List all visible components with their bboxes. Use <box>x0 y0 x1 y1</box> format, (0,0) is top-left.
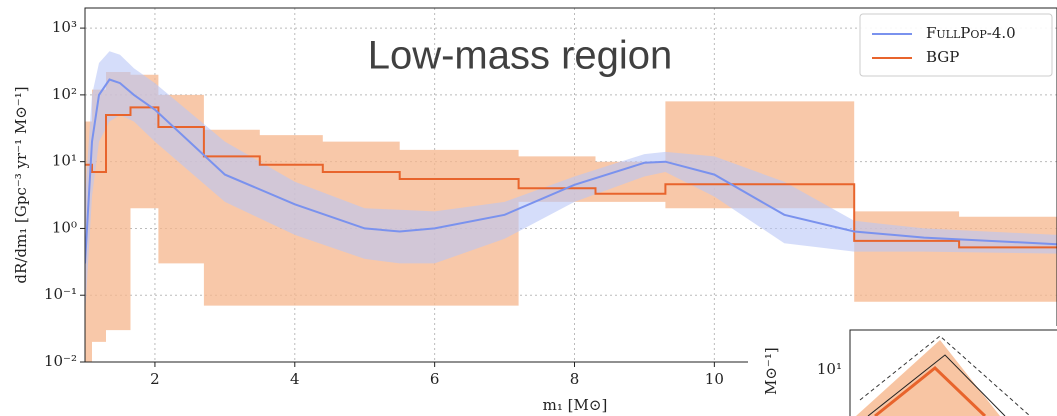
y-axis-label: dR/dm₁ [Gpc⁻³ yr⁻¹ M⊙⁻¹] <box>12 86 30 283</box>
step-line <box>85 106 1057 249</box>
band <box>85 72 1057 362</box>
y-tick-label: 10² <box>52 85 77 103</box>
legend-label: BGP <box>926 48 959 66</box>
inset-black <box>867 354 1006 416</box>
x-axis-label: m₁ [M⊙] <box>543 396 608 414</box>
x-tick-label: 2 <box>150 370 160 388</box>
inset-y-tick-label: 10¹ <box>817 360 842 378</box>
y-tick-label: 10⁻² <box>44 352 77 370</box>
x-tick-label: 6 <box>430 370 440 388</box>
y-tick-label: 10⁰ <box>52 218 77 236</box>
inset-dashed <box>859 335 1031 416</box>
x-tick-label: 10 <box>705 370 724 388</box>
y-tick-label: 10³ <box>52 18 77 36</box>
line <box>85 78 1057 264</box>
band <box>85 51 1057 316</box>
y-tick-label: 10⁻¹ <box>44 285 77 303</box>
legend-box <box>859 13 1053 77</box>
axes: 10⁻² 10⁻¹ 10⁰ 10¹ 10² 10³ 2 4 6 8 10 <box>44 18 724 388</box>
legend-label: FullPop-4.0 <box>926 24 1016 42</box>
inset: 10¹ M⊙⁻¹] <box>748 326 1057 416</box>
inset-y-axis-label: M⊙⁻¹] <box>762 347 780 395</box>
legend: FullPop-4.0 BGP <box>859 13 1053 77</box>
bands <box>85 51 1057 362</box>
chart-title: Low-mass region <box>368 34 673 78</box>
inset-orange <box>874 366 987 416</box>
y-tick-label: 10¹ <box>52 152 77 170</box>
lines <box>85 78 1057 264</box>
plot-frame <box>84 7 1057 363</box>
x-tick-label: 8 <box>570 370 580 388</box>
x-tick-label: 4 <box>290 370 300 388</box>
